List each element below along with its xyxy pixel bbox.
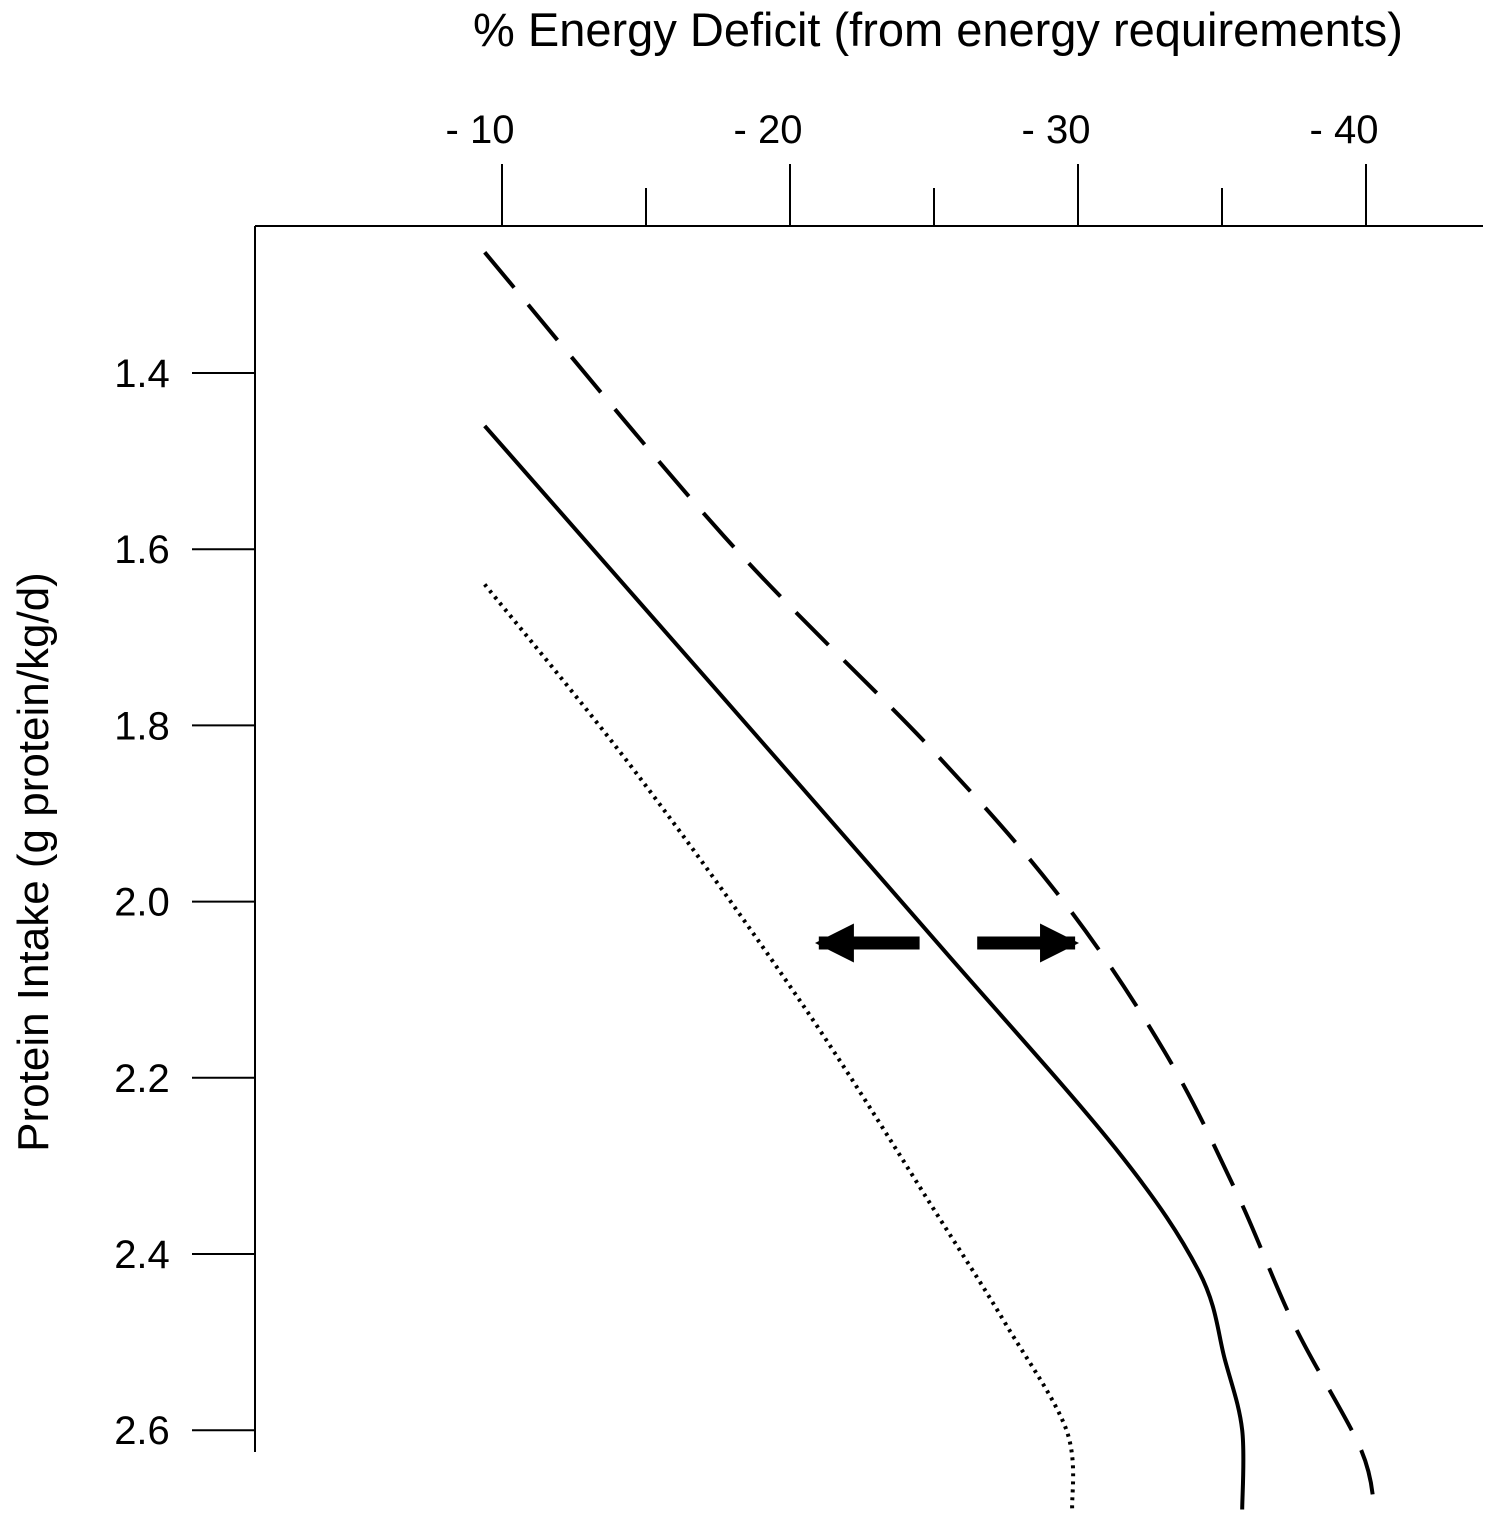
x-tick-label: - 30 xyxy=(1022,108,1091,152)
chart-title: % Energy Deficit (from energy requiremen… xyxy=(473,3,1403,56)
y-tick-label: 1.6 xyxy=(114,528,170,572)
x-tick-label: - 10 xyxy=(446,108,515,152)
x-tick-label: - 20 xyxy=(734,108,803,152)
y-tick-label: 2.2 xyxy=(114,1057,170,1101)
y-tick-label: 2.4 xyxy=(114,1233,170,1277)
y-tick-label: 2.6 xyxy=(114,1409,170,1453)
series-line-dotted xyxy=(483,583,1076,1510)
y-tick-label: 1.8 xyxy=(114,704,170,748)
y-tick-label: 1.4 xyxy=(114,352,170,396)
y-tick-label: 2.0 xyxy=(114,881,170,925)
y-axis-label: Protein Intake (g protein/kg/d) xyxy=(9,572,58,1152)
series-line-solid xyxy=(483,424,1246,1510)
series-line-dashed xyxy=(483,251,1377,1510)
x-tick-label: - 40 xyxy=(1310,108,1379,152)
